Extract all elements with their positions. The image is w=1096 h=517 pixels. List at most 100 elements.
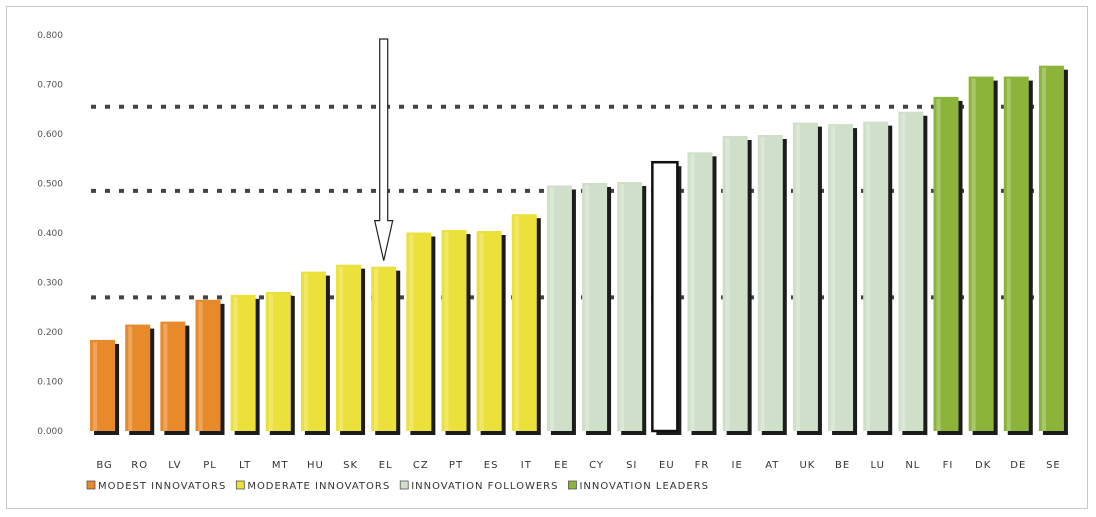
bar-lv (160, 321, 190, 435)
bar-sheen (128, 326, 133, 431)
bar-sheen (198, 301, 203, 431)
bar-sheen (866, 123, 871, 431)
bar-lt (230, 294, 260, 435)
bar-sheen (93, 341, 98, 431)
bar-lu (863, 121, 893, 435)
bar-sheen (339, 266, 344, 431)
chart-frame: 0.000 0.100 0.200 0.300 0.400 0.500 0.600 0.700… (6, 6, 1088, 509)
bar (968, 76, 994, 431)
bar (582, 183, 608, 431)
bar-pt (441, 230, 471, 435)
down-arrow-icon (373, 38, 394, 261)
category-label: PL (203, 460, 217, 471)
category-label: EU (659, 460, 675, 471)
legend-swatch (568, 480, 577, 490)
category-label: RO (131, 460, 148, 471)
bars (90, 65, 1068, 436)
bar-sheen (936, 98, 941, 431)
legend-swatch (399, 480, 409, 490)
bar-chart: 0.000 0.100 0.200 0.300 0.400 0.500 0.600 0.700… (37, 31, 1068, 492)
y-tick-label: 0.000 (37, 427, 63, 437)
category-label: BG (96, 460, 112, 471)
bar (546, 185, 572, 431)
bar (160, 321, 186, 431)
legend-item-modest: MODEST INNOVATORS (86, 480, 225, 492)
y-tick-label: 0.400 (37, 229, 63, 239)
bar-sheen (409, 234, 414, 431)
bar-sheen (690, 154, 695, 431)
y-tick-label: 0.100 (37, 378, 63, 388)
bar-sk (336, 264, 366, 435)
bar-bg (90, 339, 120, 435)
category-label: LU (871, 460, 885, 471)
y-tick-label: 0.200 (37, 328, 63, 338)
bar-ro (125, 324, 155, 435)
bar (230, 294, 256, 431)
category-label: CY (589, 460, 604, 471)
bar-uk (792, 122, 822, 436)
bar-sheen (1041, 67, 1046, 431)
bar (757, 134, 783, 431)
bar-sheen (479, 233, 484, 431)
y-tick-label: 0.700 (37, 81, 63, 91)
bar (863, 121, 889, 431)
category-label: FR (695, 460, 710, 471)
bar-cz (406, 232, 436, 435)
bar-sheen (444, 232, 449, 431)
bar (441, 230, 467, 431)
bar (406, 232, 432, 431)
category-label: MT (272, 460, 289, 471)
bar-ee (546, 185, 576, 435)
bar (1038, 65, 1064, 431)
bar-sheen (374, 268, 379, 431)
bar-mt (265, 291, 295, 435)
bar-eu (651, 160, 682, 435)
bar-sheen (760, 136, 765, 432)
bar-fr (687, 152, 717, 435)
bar-sheen (514, 216, 519, 431)
legend-item-follower: INNOVATION FOLLOWERS (399, 480, 557, 492)
bar (90, 339, 116, 431)
bar-sheen (971, 78, 976, 431)
category-label: SK (343, 460, 358, 471)
bar-de (1003, 76, 1033, 435)
highlight-arrow (373, 38, 394, 261)
category-label: LV (168, 460, 181, 471)
bar-ie (722, 135, 752, 436)
bar (651, 160, 679, 433)
bar (828, 124, 854, 431)
bar (617, 182, 643, 431)
legend: MODEST INNOVATORS MODERATE INNOVATORS INNO… (86, 480, 709, 492)
category-label: DK (975, 460, 991, 471)
bar-fi (933, 96, 963, 435)
bar (195, 299, 221, 431)
x-axis-labels: BG RO LV PL LT MT HU SK EL CZ PT ES IT EE CY SI EU FR IE AT… (96, 460, 1059, 471)
category-label: BE (835, 460, 850, 471)
bar-dk (968, 76, 998, 435)
y-tick-label: 0.800 (37, 31, 63, 41)
category-label: ES (484, 460, 499, 471)
bar-si (617, 182, 647, 435)
bar (687, 152, 713, 431)
bar-sheen (549, 187, 554, 431)
category-label: NL (905, 460, 920, 471)
bar-it (511, 214, 541, 435)
bar (300, 271, 326, 431)
category-label: AT (765, 460, 779, 471)
bar-cy (582, 183, 612, 435)
bar-sheen (1006, 78, 1011, 431)
y-tick-label: 0.600 (37, 130, 63, 140)
bar-sheen (163, 323, 168, 431)
category-label: DE (1010, 460, 1026, 471)
bar-sheen (585, 185, 590, 431)
bar (265, 291, 291, 431)
bar-sheen (725, 137, 730, 432)
bar (1003, 76, 1029, 431)
bar-sheen (831, 126, 836, 431)
category-label: LT (239, 460, 251, 471)
category-label: PT (449, 460, 463, 471)
bar (933, 96, 959, 431)
legend-label: INNOVATION LEADERS (579, 481, 709, 492)
category-label: IE (732, 460, 743, 471)
legend-label: MODERATE INNOVATORS (247, 481, 390, 492)
